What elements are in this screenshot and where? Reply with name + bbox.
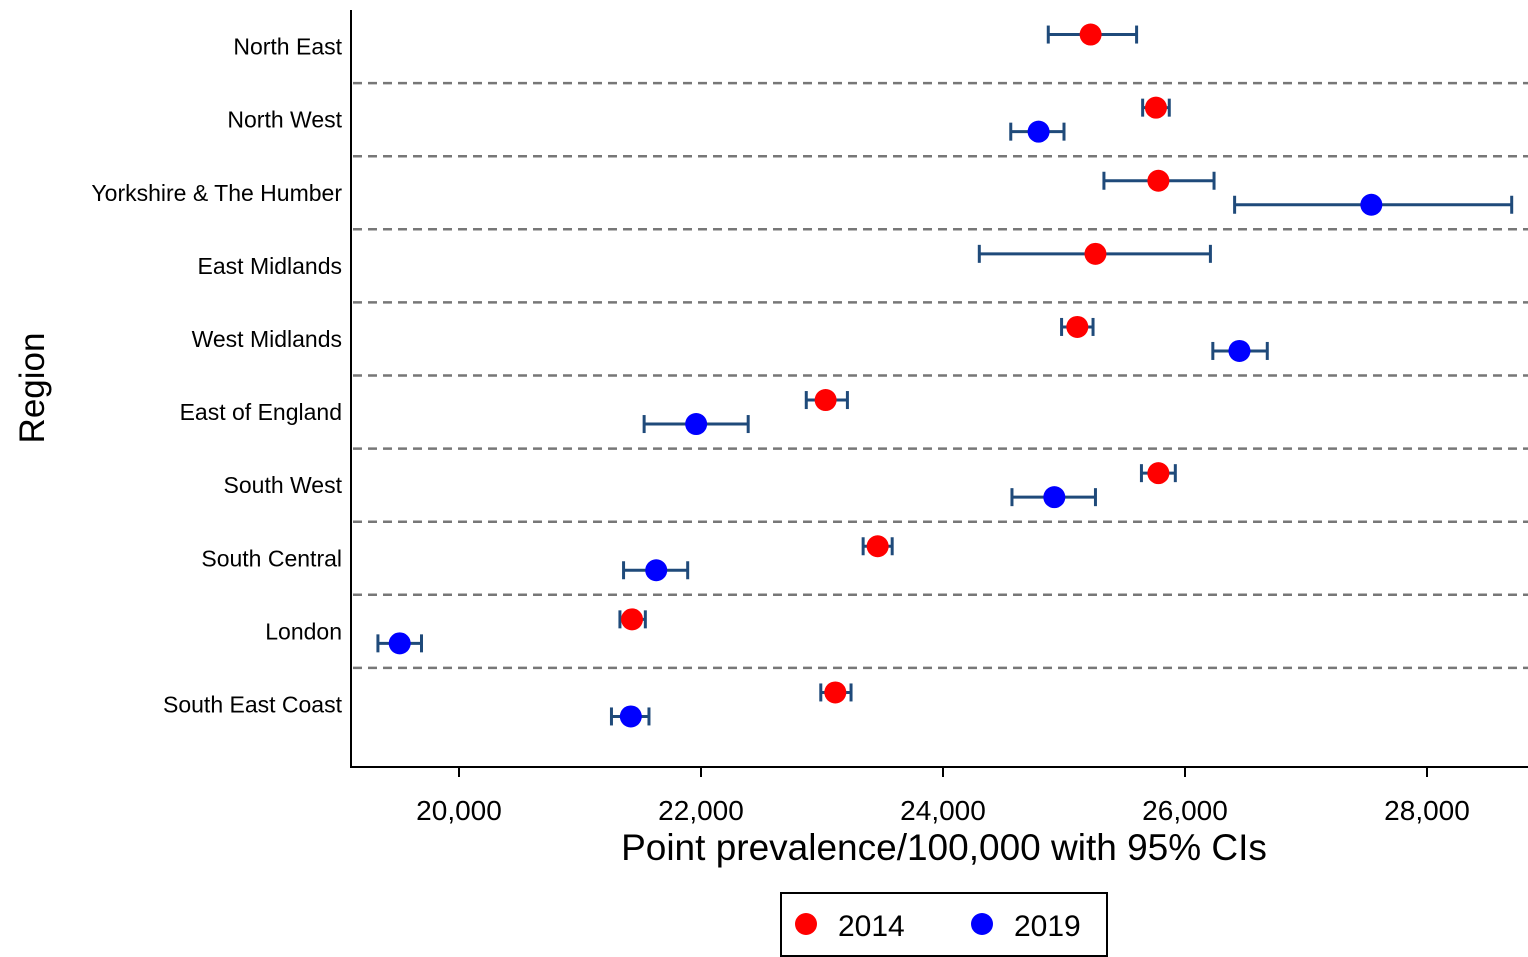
legend-label-2019: 2019 [1014,910,1081,943]
point-south-east-coast-2019 [619,705,642,728]
point-north-east-2014 [1079,23,1102,46]
point-london-2019 [388,632,411,655]
x-tick-label: 22,000 [658,795,744,826]
y-axis-title: Region [13,333,52,444]
region-label-london: London [265,618,342,644]
point-south-west-2019 [1043,486,1066,509]
x-tick-label: 24,000 [900,795,986,826]
region-label-south-west: South West [224,472,343,498]
point-yorkshire-and-the-humber-2014 [1147,169,1170,192]
x-tick-label: 20,000 [416,795,502,826]
data-points [388,23,1383,728]
point-east-of-england-2014 [814,389,837,412]
legend-marker-2014 [795,913,817,935]
region-label-north-west: North West [227,107,342,133]
x-axis-ticks: 20,000 22,000 24,000 26,000 28,000 [416,767,1470,826]
point-west-midlands-2019 [1228,339,1251,362]
region-label-yorkshire-and-the-humber: Yorkshire & The Humber [91,180,342,206]
point-north-west-2019 [1027,120,1050,143]
region-label-west-midlands: West Midlands [192,326,342,352]
x-tick-label: 28,000 [1384,795,1470,826]
point-south-east-coast-2014 [824,681,847,704]
point-south-central-2019 [645,559,668,582]
region-label-east-of-england: East of England [180,399,342,425]
point-north-west-2014 [1144,96,1167,119]
region-label-south-central: South Central [201,545,342,571]
region-label-south-east-coast: South East Coast [163,691,343,717]
legend-box [780,892,1108,957]
region-label-east-midlands: East Midlands [198,253,342,279]
point-london-2014 [621,608,644,631]
region-separators [353,81,1528,670]
point-yorkshire-and-the-humber-2019 [1360,193,1383,216]
region-label-north-east: North East [233,34,342,60]
legend: 2014 2019 [780,892,1108,957]
point-east-midlands-2014 [1084,242,1107,265]
point-south-west-2014 [1147,462,1170,485]
legend-marker-2019 [971,913,993,935]
x-axis-title: Point prevalence/100,000 with 95% CIs [621,827,1267,868]
x-tick-label: 26,000 [1142,795,1228,826]
point-south-central-2014 [866,535,889,558]
point-west-midlands-2014 [1066,315,1089,338]
legend-label-2014: 2014 [838,910,905,943]
point-east-of-england-2019 [685,413,708,436]
region-labels: North East North West Yorkshire & The Humb… [91,34,342,718]
